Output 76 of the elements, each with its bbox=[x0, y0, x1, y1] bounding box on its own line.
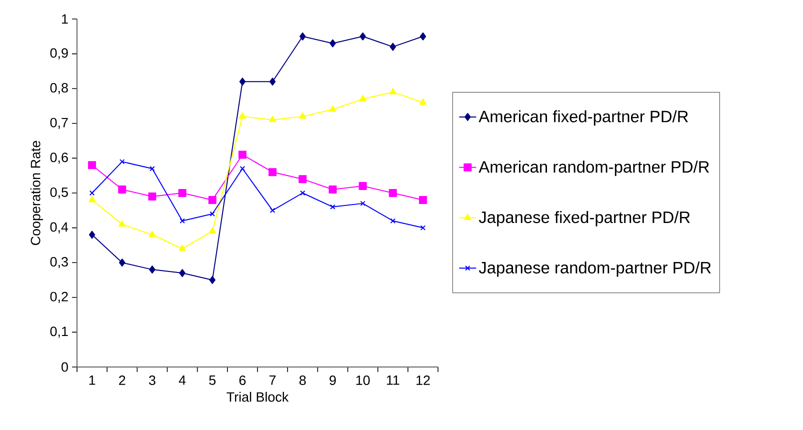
legend-label: American random-partner PD/R bbox=[478, 160, 709, 176]
x-tick-label: 3 bbox=[148, 376, 156, 386]
y-tick-label: 0,2 bbox=[50, 292, 68, 303]
point bbox=[238, 150, 246, 159]
point bbox=[208, 227, 216, 234]
point bbox=[420, 32, 426, 40]
y-tick-label: 0,9 bbox=[50, 48, 68, 60]
point bbox=[179, 269, 186, 278]
point bbox=[300, 190, 306, 196]
point bbox=[88, 196, 96, 202]
point bbox=[210, 211, 215, 216]
point bbox=[390, 42, 396, 51]
point bbox=[180, 218, 185, 224]
point bbox=[119, 258, 126, 267]
point bbox=[118, 220, 126, 227]
point bbox=[328, 186, 337, 194]
point bbox=[238, 112, 246, 119]
legend-label: American fixed-partner PD/R bbox=[478, 110, 688, 126]
point bbox=[208, 196, 216, 204]
y-axis-title: Cooperation Rate bbox=[30, 140, 43, 246]
legend-label: Japanese random-partner PD/R bbox=[478, 261, 711, 277]
point bbox=[148, 192, 156, 200]
y-tick-label: 0,5 bbox=[50, 187, 68, 199]
x-tick-label: 7 bbox=[269, 376, 276, 385]
point bbox=[150, 166, 155, 172]
y-tick-label: 0,8 bbox=[50, 83, 68, 94]
point bbox=[209, 276, 216, 284]
x-tick-label: 8 bbox=[299, 376, 306, 386]
point bbox=[299, 112, 306, 119]
x-tick-label: 6 bbox=[239, 376, 246, 386]
point bbox=[418, 196, 427, 204]
point bbox=[178, 189, 186, 197]
y-tick-label: 0 bbox=[62, 362, 68, 372]
y-tick-label: 1 bbox=[62, 14, 68, 24]
point bbox=[390, 218, 396, 224]
point bbox=[419, 98, 426, 105]
x-tick-label: 4 bbox=[178, 376, 186, 385]
point bbox=[239, 78, 246, 86]
point bbox=[88, 161, 96, 170]
y-tick-label: 0,4 bbox=[50, 222, 68, 234]
point bbox=[389, 88, 396, 94]
point bbox=[300, 32, 306, 40]
point bbox=[88, 230, 96, 239]
y-tick-label: 0,1 bbox=[50, 326, 68, 338]
y-tick-label: 0,6 bbox=[50, 152, 68, 164]
point bbox=[120, 159, 125, 164]
x-axis-title: Trial Block bbox=[226, 392, 289, 402]
point bbox=[269, 78, 276, 86]
point bbox=[118, 186, 126, 194]
x-tick-label: 12 bbox=[416, 376, 430, 385]
point bbox=[240, 166, 246, 172]
x-tick-label: 2 bbox=[119, 376, 126, 385]
y-tick-label: 0,7 bbox=[50, 118, 68, 129]
y-tick-label: 0,3 bbox=[50, 257, 68, 268]
point bbox=[388, 189, 397, 197]
point bbox=[330, 39, 336, 48]
point bbox=[149, 266, 156, 274]
x-tick-label: 11 bbox=[386, 376, 400, 385]
point bbox=[298, 175, 307, 184]
point bbox=[360, 200, 366, 206]
legend-label: Japanese fixed-partner PD/R bbox=[478, 211, 690, 226]
point bbox=[268, 168, 277, 176]
point bbox=[269, 116, 276, 122]
x-tick-label: 5 bbox=[209, 376, 216, 385]
x-tick-label: 9 bbox=[330, 376, 336, 386]
point bbox=[330, 204, 336, 210]
point bbox=[178, 244, 186, 251]
point bbox=[329, 105, 336, 112]
point bbox=[420, 225, 426, 230]
point bbox=[270, 208, 276, 214]
x-tick-label: 10 bbox=[356, 376, 370, 386]
point bbox=[358, 182, 367, 190]
point bbox=[359, 95, 366, 102]
point bbox=[360, 32, 366, 40]
point bbox=[148, 230, 156, 238]
x-tick-label: 1 bbox=[89, 376, 96, 385]
